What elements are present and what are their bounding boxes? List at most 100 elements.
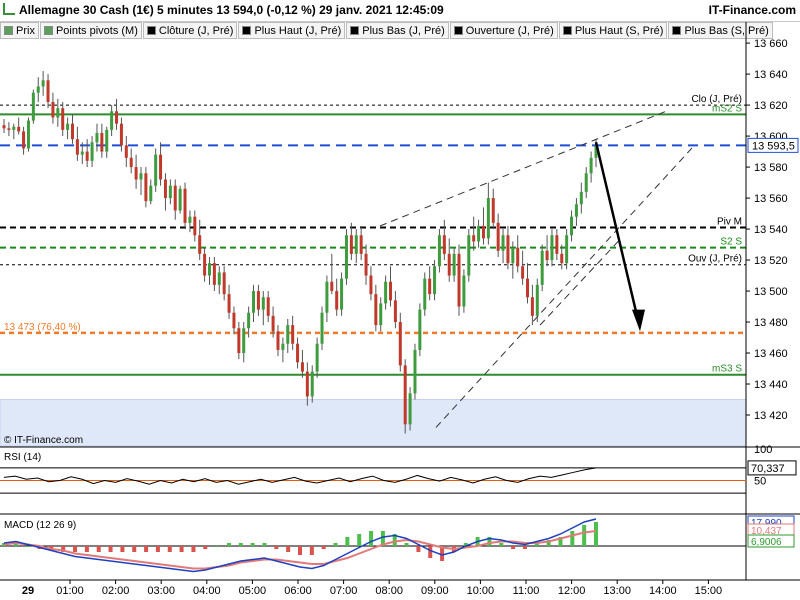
candle-body bbox=[51, 101, 55, 118]
level-label: S2 S bbox=[720, 237, 742, 248]
legend-swatch bbox=[453, 26, 463, 35]
support-zone bbox=[0, 399, 747, 447]
macd-histogram-bar bbox=[404, 543, 409, 546]
price-tick-label: 13 460 bbox=[754, 348, 788, 360]
macd-histogram-bar bbox=[463, 543, 468, 546]
candle-body bbox=[56, 108, 60, 118]
price-tick-label: 13 540 bbox=[754, 224, 788, 236]
candle-body bbox=[506, 235, 510, 264]
candle-body bbox=[12, 126, 16, 130]
level-label: Clo (J, Pré) bbox=[691, 94, 742, 105]
macd-histogram-bar bbox=[534, 543, 539, 546]
trend-line bbox=[539, 238, 622, 326]
macd-histogram-bar bbox=[357, 534, 362, 546]
candle-body bbox=[2, 125, 6, 129]
candle-body bbox=[545, 250, 549, 261]
macd-histogram-bar bbox=[511, 546, 516, 549]
legend-toggle-6[interactable]: Plus Haut (S, Pré) bbox=[558, 22, 668, 39]
candle-body bbox=[110, 111, 114, 130]
legend-swatch bbox=[242, 26, 252, 35]
candle-body bbox=[340, 278, 344, 310]
candle-body bbox=[85, 151, 89, 161]
candle-body bbox=[26, 120, 30, 149]
candle-body bbox=[384, 281, 388, 304]
candle-body bbox=[305, 371, 309, 397]
candle-body bbox=[560, 253, 564, 264]
candle-body bbox=[418, 309, 422, 350]
candle-body bbox=[516, 247, 520, 267]
candle-body bbox=[310, 371, 314, 397]
candle-body bbox=[281, 343, 285, 350]
macd-histogram-bar bbox=[582, 525, 587, 546]
price-tick-label: 13 640 bbox=[754, 69, 788, 81]
candle-body bbox=[594, 145, 598, 158]
macd-histogram-bar bbox=[392, 534, 397, 546]
time-tick-label: 04:00 bbox=[193, 585, 221, 597]
candle-body bbox=[481, 225, 485, 239]
candle-body bbox=[452, 253, 456, 276]
candle-body bbox=[7, 128, 11, 130]
candle-body bbox=[232, 312, 236, 329]
macd-histogram-bar bbox=[345, 537, 350, 546]
candle-body bbox=[222, 272, 226, 295]
macd-histogram-bar bbox=[120, 546, 125, 552]
candle-body bbox=[178, 188, 182, 211]
candle-body bbox=[31, 92, 35, 121]
level-label: Ouv (J, Pré) bbox=[688, 254, 742, 265]
macd-histogram-bar bbox=[203, 546, 208, 549]
macd-signal-line bbox=[3, 530, 597, 570]
legend-toggle-4[interactable]: Plus Bas (J, Pré) bbox=[346, 22, 449, 39]
macd-histogram-bar bbox=[108, 546, 113, 552]
macd-histogram-bar bbox=[522, 546, 527, 549]
legend-swatch bbox=[146, 26, 156, 35]
candle-body bbox=[252, 291, 256, 313]
candle-body bbox=[168, 185, 172, 199]
macd-histogram-bar bbox=[250, 543, 255, 546]
price-tick-label: 13 480 bbox=[754, 317, 788, 329]
macd-value-box bbox=[747, 534, 795, 548]
legend-label: Clôture (J, Pré) bbox=[158, 24, 234, 37]
price-tick-label: 13 660 bbox=[754, 38, 788, 50]
macd-histogram-bar bbox=[570, 531, 575, 546]
candle-body bbox=[413, 349, 417, 394]
legend-label: Prix bbox=[16, 24, 35, 37]
time-tick-label: 09:00 bbox=[421, 585, 449, 597]
macd-line bbox=[3, 518, 597, 573]
candle-body bbox=[428, 278, 432, 295]
time-tick-label: 07:00 bbox=[330, 585, 358, 597]
macd-histogram-bar bbox=[416, 546, 421, 552]
macd-histogram-bar bbox=[594, 522, 598, 546]
projection-arrow bbox=[594, 141, 639, 317]
candle-body bbox=[393, 300, 397, 323]
candle-body bbox=[247, 312, 251, 329]
candle-body bbox=[325, 281, 329, 313]
candle-body bbox=[198, 235, 202, 254]
price-tick-label: 13 440 bbox=[754, 379, 788, 391]
candle-body bbox=[442, 235, 446, 254]
candle-body bbox=[433, 266, 437, 295]
legend-label: Plus Haut (J, Pré) bbox=[254, 24, 342, 37]
rsi-tick-label: 100 bbox=[754, 444, 772, 456]
candle-body bbox=[276, 331, 280, 350]
title-bar: Allemagne 30 Cash (1€) 5 minutes 13 594,… bbox=[0, 0, 800, 22]
candle-body bbox=[212, 263, 216, 285]
macd-histogram-bar bbox=[499, 543, 504, 546]
legend-toggle-3[interactable]: Plus Haut (J, Pré) bbox=[238, 22, 346, 39]
legend-toggle-7[interactable]: Plus Bas (S, Pré) bbox=[668, 22, 773, 39]
rsi-value-box bbox=[747, 460, 797, 476]
candle-body bbox=[491, 198, 495, 223]
legend-swatch bbox=[350, 26, 360, 35]
legend-toggle-1[interactable]: Points pivots (M) bbox=[39, 22, 142, 39]
price-tick-label: 13 500 bbox=[754, 286, 788, 298]
indicator-legend: Prix Points pivots (M) Clôture (J, Pré) Plu… bbox=[0, 22, 774, 39]
price-pane bbox=[0, 40, 746, 446]
candle-body bbox=[183, 188, 187, 223]
legend-toggle-0[interactable]: Prix bbox=[0, 22, 39, 39]
candle-body bbox=[526, 278, 530, 298]
rsi-line bbox=[3, 467, 597, 485]
legend-toggle-5[interactable]: Ouverture (J, Pré) bbox=[449, 22, 558, 39]
legend-toggle-2[interactable]: Clôture (J, Pré) bbox=[142, 22, 238, 39]
macd-histogram-bar bbox=[61, 546, 66, 552]
level-label: mS3 S bbox=[712, 364, 742, 375]
